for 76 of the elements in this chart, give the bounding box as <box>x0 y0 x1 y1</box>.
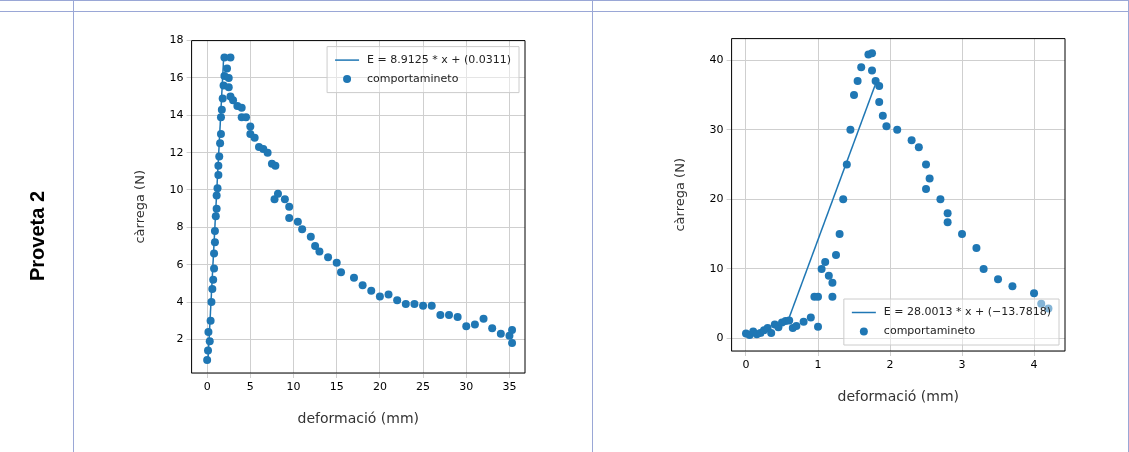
point <box>994 275 1003 284</box>
point <box>936 195 945 204</box>
y-tick-label: 8 <box>176 220 184 234</box>
y-tick-label: 6 <box>176 257 184 271</box>
point <box>893 125 902 134</box>
point <box>835 230 844 239</box>
point <box>1030 289 1039 298</box>
x-tick-label: 25 <box>416 380 431 394</box>
point <box>925 174 934 183</box>
point <box>832 250 841 259</box>
point <box>882 122 891 131</box>
point <box>806 313 815 322</box>
point <box>814 322 823 331</box>
point <box>868 49 877 58</box>
y-tick-label: 20 <box>709 192 724 206</box>
point <box>824 271 833 280</box>
legend-label: E = 8.9125 * x + (0.0311) <box>367 52 511 66</box>
y-tick-label: 0 <box>716 331 724 345</box>
point <box>821 257 830 266</box>
point <box>875 81 884 90</box>
point <box>943 218 952 227</box>
x-tick-label: 0 <box>203 380 211 394</box>
x-tick-label: 3 <box>958 358 966 372</box>
point <box>853 77 862 86</box>
point <box>1008 282 1017 291</box>
y-tick-label: 40 <box>709 53 724 67</box>
y-tick-label: 2 <box>176 332 184 346</box>
y-tick-label: 16 <box>169 70 184 84</box>
point <box>922 160 931 169</box>
text: Proveta 2 <box>25 190 49 282</box>
point <box>878 111 887 120</box>
point <box>979 264 988 273</box>
y-tick-label: 4 <box>176 294 184 308</box>
x-tick-label: 1 <box>814 358 822 372</box>
legend-label: comportamineto <box>367 71 459 85</box>
x-tick-label: 30 <box>459 380 474 394</box>
point <box>839 195 848 204</box>
point <box>828 278 837 287</box>
point <box>846 125 855 134</box>
point <box>914 143 923 152</box>
y-tick-label: 10 <box>709 261 724 275</box>
x-axis-title: deformació (mm) <box>297 410 420 427</box>
x-tick-label: 15 <box>329 380 344 394</box>
x-tick-label: 10 <box>286 380 301 394</box>
point <box>958 230 967 239</box>
point <box>943 209 952 218</box>
y-tick-label: 12 <box>169 145 184 159</box>
x-axis-title: deformació (mm) <box>837 388 960 405</box>
y-axis-title: càrrega (N) <box>132 170 148 244</box>
y-tick-label: 30 <box>709 122 724 136</box>
point <box>875 97 884 106</box>
point <box>857 63 866 72</box>
point <box>922 184 931 193</box>
y-axis-title: càrrega (N) <box>672 158 688 232</box>
point <box>799 317 808 326</box>
point <box>907 136 916 145</box>
point <box>828 292 837 301</box>
legend-label: comportamineto <box>883 324 976 338</box>
point <box>868 66 877 75</box>
y-tick-label: 18 <box>169 33 184 47</box>
legend-label: E = 28.0013 * x + (−13.7818) <box>883 305 1052 319</box>
x-tick-label: 20 <box>372 380 387 394</box>
x-tick-label: 4 <box>1030 358 1038 372</box>
point <box>817 264 826 273</box>
x-tick-label: 0 <box>742 358 750 372</box>
point <box>972 244 981 253</box>
point <box>785 316 794 325</box>
x-tick-label: 2 <box>886 358 894 372</box>
x-tick-label: 5 <box>246 380 254 394</box>
y-tick-label: 14 <box>169 108 184 122</box>
point <box>814 292 823 301</box>
x-tick-label: 35 <box>502 380 517 394</box>
point <box>792 321 801 330</box>
point <box>767 328 776 337</box>
point <box>850 90 859 99</box>
y-tick-label: 10 <box>169 182 184 196</box>
